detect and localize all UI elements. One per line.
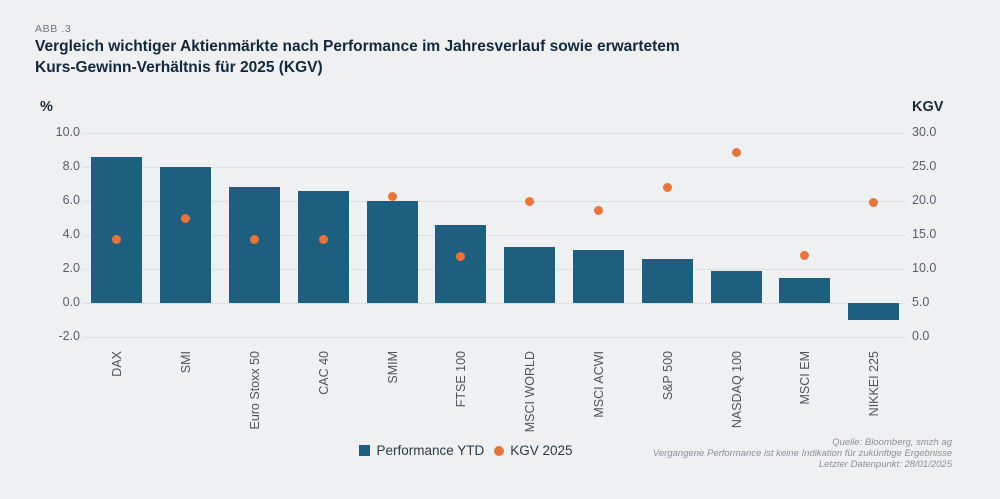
kgv-dot bbox=[112, 234, 122, 244]
x-axis-label: SMIM bbox=[385, 351, 400, 384]
legend: Performance YTD KGV 2025 bbox=[0, 443, 932, 458]
x-axis-label: S&P 500 bbox=[660, 351, 675, 401]
legend-label-kgv: KGV 2025 bbox=[510, 443, 573, 458]
performance-bar bbox=[297, 190, 349, 303]
gridline bbox=[83, 201, 905, 202]
kgv-dot bbox=[525, 197, 535, 207]
x-axis-label: MSCI EM bbox=[798, 351, 813, 405]
performance-bar bbox=[435, 224, 487, 303]
kgv-dot bbox=[318, 234, 328, 244]
performance-bar bbox=[91, 156, 143, 303]
legend-item-kgv: KGV 2025 bbox=[494, 443, 573, 458]
kgv-dot bbox=[593, 206, 603, 216]
performance-bar bbox=[710, 270, 762, 303]
figure-label: ABB .3 bbox=[35, 23, 72, 35]
performance-bar bbox=[779, 277, 831, 303]
left-tick-label: -2.0 bbox=[58, 329, 80, 343]
disclaimer-line: Vergangene Performance ist keine Indikat… bbox=[652, 448, 952, 459]
performance-bar bbox=[366, 201, 418, 303]
left-tick-label: 10.0 bbox=[55, 125, 80, 139]
gridline bbox=[83, 167, 905, 168]
kgv-dot bbox=[869, 197, 879, 207]
last-datapoint-line: Letzter Datenpunkt: 28/01/2025 bbox=[818, 459, 952, 470]
performance-bar bbox=[160, 167, 212, 303]
gridline bbox=[83, 303, 905, 304]
performance-bar bbox=[504, 246, 556, 303]
left-tick-label: 2.0 bbox=[62, 261, 80, 275]
kgv-dot bbox=[731, 148, 741, 158]
right-tick-label: 0.0 bbox=[912, 329, 930, 343]
legend-item-performance: Performance YTD bbox=[359, 443, 484, 458]
gridline bbox=[83, 235, 905, 236]
right-tick-label: 5.0 bbox=[912, 295, 930, 309]
performance-bar bbox=[572, 250, 624, 303]
kgv-dot bbox=[800, 250, 810, 260]
chart-title: Vergleich wichtiger Aktienmärkte nach Pe… bbox=[35, 38, 680, 76]
left-tick-label: 4.0 bbox=[62, 227, 80, 241]
kgv-dot bbox=[387, 191, 397, 201]
left-tick-label: 8.0 bbox=[62, 159, 80, 173]
x-axis-label: FTSE 100 bbox=[454, 351, 469, 408]
kgv-dot bbox=[662, 182, 672, 192]
legend-square-marker-icon bbox=[359, 445, 371, 456]
x-axis-label: DAX bbox=[110, 351, 125, 377]
kgv-dot bbox=[249, 234, 259, 244]
legend-dot-marker-icon bbox=[494, 445, 505, 456]
kgv-dot bbox=[181, 214, 191, 224]
performance-bar bbox=[641, 258, 693, 303]
gridline bbox=[83, 133, 905, 134]
x-axis-label: Euro Stoxx 50 bbox=[247, 351, 262, 430]
left-axis-title: % bbox=[40, 99, 53, 115]
right-tick-label: 10.0 bbox=[912, 261, 937, 275]
x-axis-label: NIKKEI 225 bbox=[867, 351, 882, 417]
x-axis-label: NASDAQ 100 bbox=[729, 351, 744, 429]
right-axis-title: KGV bbox=[912, 99, 944, 115]
right-tick-label: 15.0 bbox=[912, 227, 937, 241]
right-tick-label: 20.0 bbox=[912, 193, 937, 207]
x-axis-label: MSCI ACWI bbox=[591, 351, 606, 418]
left-tick-label: 0.0 bbox=[62, 295, 80, 309]
source-note: Quelle: Bloomberg, smzh ag Vergangene Pe… bbox=[653, 437, 952, 470]
gridline bbox=[83, 337, 905, 338]
gridline bbox=[83, 269, 905, 270]
legend-label-performance: Performance YTD bbox=[376, 443, 485, 458]
x-axis-label: CAC 40 bbox=[316, 351, 331, 395]
right-tick-label: 25.0 bbox=[912, 159, 937, 173]
x-axis-label: MSCI WORLD bbox=[523, 351, 538, 433]
right-tick-label: 30.0 bbox=[912, 125, 937, 139]
kgv-dot bbox=[456, 252, 466, 262]
left-tick-label: 6.0 bbox=[62, 193, 80, 207]
x-axis-label: SMI bbox=[179, 351, 194, 374]
performance-bar bbox=[228, 187, 280, 303]
performance-bar bbox=[848, 303, 900, 320]
source-line: Quelle: Bloomberg, smzh ag bbox=[832, 437, 952, 448]
